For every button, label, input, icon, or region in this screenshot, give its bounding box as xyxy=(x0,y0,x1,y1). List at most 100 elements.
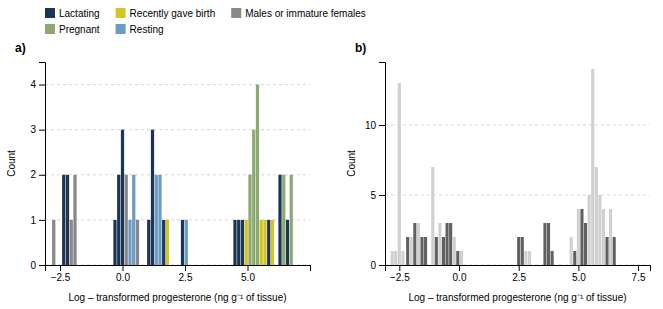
bar xyxy=(543,223,546,265)
bar xyxy=(591,69,594,265)
legend-item: Lactating xyxy=(45,8,100,19)
bar xyxy=(398,83,401,265)
bar xyxy=(147,220,150,265)
bar xyxy=(588,195,591,265)
panel-title: a) xyxy=(15,41,26,55)
tick-mark xyxy=(39,265,45,266)
panel-title: b) xyxy=(355,41,366,55)
bar xyxy=(391,251,394,265)
grid-line xyxy=(45,84,310,85)
bar xyxy=(446,223,449,265)
legend: Lactating Recently gave birth Males or imm… xyxy=(45,8,366,35)
tick-mark xyxy=(39,175,45,176)
tick-label: 5.0 xyxy=(572,272,586,283)
bar xyxy=(609,209,612,265)
bar xyxy=(595,167,598,265)
tick: −2.5 xyxy=(51,265,71,283)
legend-label: Pregnant xyxy=(59,24,100,35)
bar xyxy=(517,237,520,265)
bar xyxy=(70,220,73,265)
tick-mark xyxy=(379,265,385,266)
y-axis: 0510 xyxy=(365,63,386,271)
bar xyxy=(435,237,438,265)
bar xyxy=(256,85,259,265)
bar xyxy=(394,251,397,265)
bar xyxy=(125,175,128,265)
tick-label: 2.5 xyxy=(512,272,526,283)
bar xyxy=(613,237,616,265)
tick: −2.5 xyxy=(390,265,410,283)
bar xyxy=(121,130,124,265)
bar xyxy=(406,237,409,265)
tick: 2 xyxy=(30,169,45,180)
bars xyxy=(52,85,293,265)
bar xyxy=(151,130,154,265)
tick: 0.0 xyxy=(453,265,467,283)
bar xyxy=(271,220,274,265)
bar xyxy=(237,220,240,265)
bar xyxy=(117,175,120,265)
bar xyxy=(166,220,169,265)
bar xyxy=(524,251,527,265)
bar xyxy=(181,220,184,265)
tick-label: 1 xyxy=(30,215,36,226)
tick-label: 0.0 xyxy=(116,272,130,283)
grid-line xyxy=(45,174,310,175)
bar xyxy=(456,251,459,265)
tick-label: −2.5 xyxy=(390,272,410,283)
tick-mark xyxy=(39,220,45,221)
y-axis-title: Count xyxy=(6,150,17,177)
bar xyxy=(413,223,416,265)
tick: 5.0 xyxy=(241,265,255,283)
bar xyxy=(449,223,452,265)
bar xyxy=(245,220,248,265)
legend-item: Pregnant xyxy=(45,24,100,35)
bar xyxy=(551,251,554,265)
tick-label: 5 xyxy=(370,190,376,201)
bar xyxy=(460,251,463,265)
legend-item: Recently gave birth xyxy=(116,8,216,19)
legend-label: Males or immature females xyxy=(245,8,366,19)
tick-mark xyxy=(123,265,124,271)
legend-swatch xyxy=(116,24,126,34)
tick-mark xyxy=(379,125,385,126)
bar xyxy=(453,237,456,265)
bar xyxy=(113,220,116,265)
y-axis: 01234 xyxy=(30,63,45,271)
bar xyxy=(424,237,427,265)
tick-mark xyxy=(379,195,385,196)
bar xyxy=(521,237,524,265)
grid xyxy=(385,125,650,265)
tick-label: 7.5 xyxy=(632,272,646,283)
tick-label: 2 xyxy=(30,169,36,180)
panel: −2.50.02.55.001234Log – transformed prog… xyxy=(6,41,311,303)
tick: 10 xyxy=(365,120,385,131)
grid-line xyxy=(45,129,310,130)
tick: 0 xyxy=(30,260,45,271)
legend-label: Lactating xyxy=(59,8,100,19)
tick-mark xyxy=(578,265,579,271)
tick-label: 0.0 xyxy=(453,272,467,283)
tick-mark xyxy=(459,265,460,271)
axis-line xyxy=(386,266,651,272)
bar xyxy=(442,237,445,265)
bar xyxy=(438,223,441,265)
grid xyxy=(45,85,310,265)
tick: 0.0 xyxy=(116,265,130,283)
y-axis-title: Count xyxy=(346,150,357,177)
bars xyxy=(391,69,616,265)
bar xyxy=(158,175,161,265)
tick: 3 xyxy=(30,124,45,135)
bar xyxy=(52,220,55,265)
bar xyxy=(602,209,605,265)
bar xyxy=(263,220,266,265)
bar xyxy=(528,251,531,265)
bar xyxy=(570,237,573,265)
legend-swatch xyxy=(116,8,126,18)
bar xyxy=(431,167,434,265)
bar xyxy=(62,175,65,265)
bar xyxy=(598,195,601,265)
bar xyxy=(185,220,188,265)
axis-line xyxy=(379,63,386,266)
x-axis: −2.50.02.55.0 xyxy=(46,265,311,283)
